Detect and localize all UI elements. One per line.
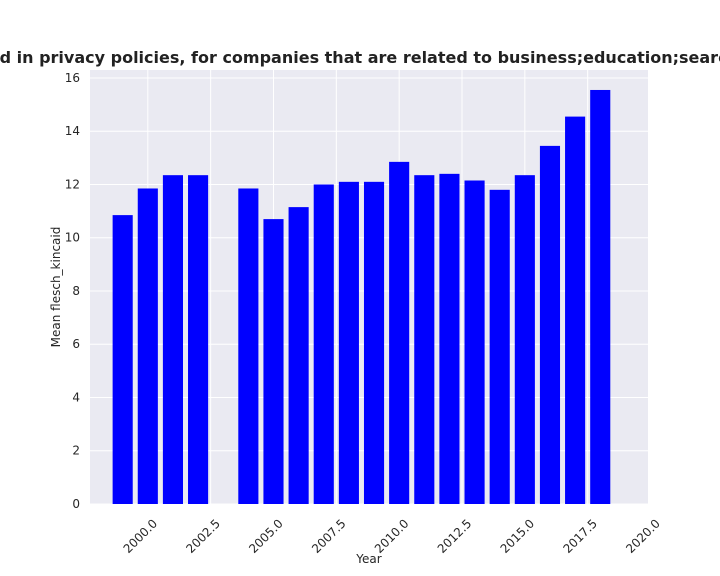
bars [112,89,611,505]
bar [137,188,158,504]
x-tick-label: 2012.5 [435,516,475,556]
x-axis-label: Year [355,552,381,566]
bar [590,89,611,504]
bar [489,189,510,504]
bar [565,116,586,504]
bar [514,175,535,504]
bar [238,188,259,504]
x-tick-labels: 2000.0 2002.5 2005.0 2007.5 2010.0 2012.5 2015… [121,516,663,556]
y-tick-label: 6 [72,337,80,351]
x-tick-label: 2002.5 [183,516,223,556]
bar [414,175,435,504]
bar [112,215,133,505]
x-tick-label: 2000.0 [121,516,161,556]
bar [363,181,385,504]
y-tick-label: 8 [72,284,80,298]
bar [539,145,561,505]
y-tick-label: 14 [65,124,80,138]
y-tick-labels: 0 2 4 6 8 10 12 14 16 [65,71,80,511]
x-tick-label: 2017.5 [560,516,600,556]
chart-title: Mean flesch_kincaid in privacy policies,… [0,48,720,67]
bar [313,184,334,505]
bar [439,173,460,504]
y-tick-label: 12 [65,177,80,191]
bar [389,161,410,505]
y-tick-label: 10 [65,231,80,245]
x-tick-label: 2015.0 [498,516,538,556]
y-tick-label: 0 [72,497,80,511]
x-tick-label: 2010.0 [372,516,412,556]
bar [338,181,359,504]
x-tick-label: 2020.0 [623,516,663,556]
x-tick-label: 2005.0 [246,516,286,556]
y-tick-label: 2 [72,444,80,458]
bar [188,175,209,504]
bar [464,180,485,504]
y-tick-label: 16 [65,71,80,85]
bar [263,219,284,504]
bar [288,207,309,505]
y-axis-label: Mean flesch_kincaid [49,227,63,348]
y-tick-label: 4 [72,390,80,404]
x-tick-label: 2007.5 [309,516,349,556]
bar [162,175,183,504]
